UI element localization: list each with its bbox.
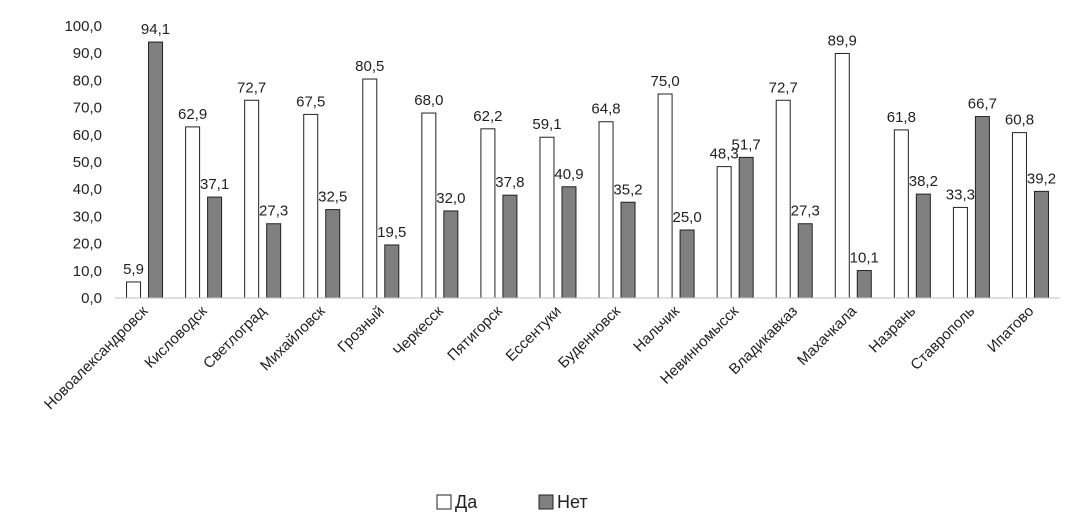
x-axis-labels: НовоалександровскКисловодскСветлоградМих… — [41, 302, 1037, 413]
x-tick-label: Пятигорск — [444, 303, 506, 365]
bar-net-0 — [148, 41, 164, 299]
y-tick-label: 80,0 — [73, 72, 102, 89]
y-tick-label: 70,0 — [73, 100, 102, 117]
x-tick-label: Махачкала — [794, 302, 861, 369]
bar-da-3 — [303, 113, 319, 299]
data-label-net-14: 66,7 — [968, 96, 997, 113]
bar-da-0 — [126, 281, 142, 299]
bar-net-3 — [325, 209, 341, 299]
legend-item-net: Нет — [538, 492, 588, 512]
bar-da-4 — [362, 78, 378, 299]
bar-da-11 — [775, 99, 791, 299]
x-tick-label: Ставрополь — [907, 303, 978, 374]
data-label-net-8: 35,2 — [613, 181, 642, 198]
bar-net-9 — [679, 229, 695, 299]
bar-net-15 — [1033, 190, 1049, 299]
x-tick-label: Буденновск — [555, 303, 624, 372]
x-tick-label: Ессентуки — [503, 303, 565, 365]
data-label-da-3: 67,5 — [296, 93, 325, 110]
bar-net-12 — [856, 270, 872, 299]
data-label-da-13: 61,8 — [887, 109, 916, 126]
data-label-net-12: 10,1 — [850, 250, 879, 267]
data-label-da-7: 59,1 — [532, 116, 561, 133]
data-label-net-10: 51,7 — [732, 136, 761, 153]
data-label-da-4: 80,5 — [355, 58, 384, 75]
y-tick-label: 60,0 — [73, 127, 102, 144]
legend-swatch-net — [538, 494, 554, 510]
y-tick-label: 40,0 — [73, 181, 102, 198]
legend-swatch-da — [436, 494, 452, 510]
data-label-da-0: 5,9 — [123, 261, 144, 278]
y-tick-label: 50,0 — [73, 154, 102, 171]
bar-net-11 — [797, 223, 813, 299]
bar-da-13 — [893, 129, 909, 299]
bar-da-12 — [834, 52, 850, 299]
bar-net-14 — [974, 116, 990, 299]
x-tick-label: Нальчик — [630, 303, 683, 356]
y-tick-label: 10,0 — [73, 263, 102, 280]
bar-da-7 — [539, 136, 555, 299]
bar-da-10 — [716, 166, 732, 299]
data-label-da-9: 75,0 — [650, 73, 679, 90]
x-tick-label: Назрань — [866, 303, 920, 357]
data-label-net-9: 25,0 — [672, 209, 701, 226]
legend-item-da: Да — [436, 492, 478, 512]
bar-net-1 — [207, 196, 223, 299]
legend: Да Нет — [436, 492, 588, 512]
data-label-net-0: 94,1 — [141, 21, 170, 38]
bar-net-13 — [915, 193, 931, 299]
bar-da-9 — [657, 93, 673, 299]
data-label-net-4: 19,5 — [377, 224, 406, 241]
bar-net-8 — [620, 201, 636, 299]
bar-da-5 — [421, 112, 437, 299]
data-label-net-7: 40,9 — [554, 166, 583, 183]
legend-label-da: Да — [455, 492, 478, 512]
bar-da-6 — [480, 128, 496, 299]
bar-da-1 — [185, 126, 201, 299]
y-tick-label: 100,0 — [64, 18, 102, 35]
bar-net-10 — [738, 156, 754, 299]
y-tick-label: 0,0 — [81, 290, 102, 307]
data-label-net-5: 32,0 — [436, 190, 465, 207]
data-label-da-10: 48,3 — [710, 146, 739, 163]
data-label-da-5: 68,0 — [414, 92, 443, 109]
data-label-da-14: 33,3 — [946, 186, 975, 203]
bar-da-2 — [244, 99, 260, 299]
data-label-net-13: 38,2 — [909, 173, 938, 190]
bar-net-5 — [443, 210, 459, 299]
y-tick-label: 90,0 — [73, 45, 102, 62]
x-tick-label: Черкесск — [390, 303, 447, 360]
bar-da-8 — [598, 121, 614, 299]
data-label-da-11: 72,7 — [769, 79, 798, 96]
legend-label-net: Нет — [557, 492, 588, 512]
bar-net-6 — [502, 194, 518, 299]
data-label-net-2: 27,3 — [259, 203, 288, 220]
bar-da-15 — [1011, 132, 1027, 299]
y-tick-label: 30,0 — [73, 208, 102, 225]
data-label-da-6: 62,2 — [473, 108, 502, 125]
y-tick-label: 20,0 — [73, 236, 102, 253]
x-tick-label: Новоалександровск — [41, 303, 152, 414]
data-label-da-8: 64,8 — [591, 101, 620, 118]
data-label-da-2: 72,7 — [237, 79, 266, 96]
data-label-da-12: 89,9 — [828, 32, 857, 49]
x-tick-label: Ипатово — [984, 303, 1037, 356]
series-net-bars — [148, 41, 1049, 299]
y-axis: 0,0 10,0 20,0 30,0 40,0 50,0 60,0 70,0 80,0 90,0 1… — [64, 18, 102, 307]
bar-net-7 — [561, 186, 577, 299]
data-label-net-11: 27,3 — [791, 203, 820, 220]
bar-net-4 — [384, 244, 400, 299]
bar-net-2 — [266, 223, 282, 299]
data-labels: 5,9 94,1 62,9 37,1 72,7 27,3 67,5 32,5 80,5 19,5 6… — [123, 21, 1056, 278]
data-label-net-3: 32,5 — [318, 189, 347, 206]
data-label-net-15: 39,2 — [1027, 170, 1056, 187]
x-tick-label: Грозный — [334, 303, 387, 356]
data-label-da-15: 60,8 — [1005, 112, 1034, 129]
data-label-net-6: 37,8 — [495, 174, 524, 191]
data-label-da-1: 62,9 — [178, 106, 207, 123]
bar-da-14 — [952, 206, 968, 299]
data-label-net-1: 37,1 — [200, 176, 229, 193]
